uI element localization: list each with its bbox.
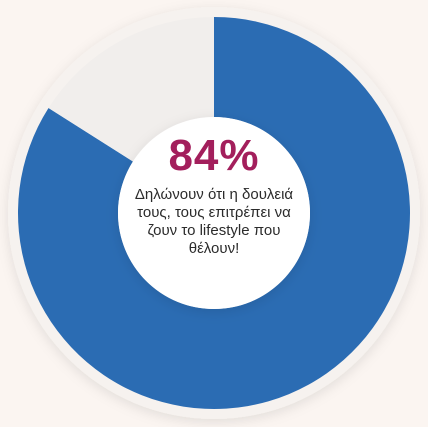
slice-primary	[17, 17, 410, 409]
slice-remainder	[48, 17, 215, 162]
center-label: 84% Δηλώνουν ότι η δουλειά τους, τους επ…	[114, 132, 314, 258]
donut-slices	[17, 17, 410, 409]
percent-caption: Δηλώνουν ότι η δουλειά τους, τους επιτρέ…	[134, 186, 294, 257]
inner-hole	[118, 117, 310, 309]
percent-value: 84%	[168, 131, 260, 180]
